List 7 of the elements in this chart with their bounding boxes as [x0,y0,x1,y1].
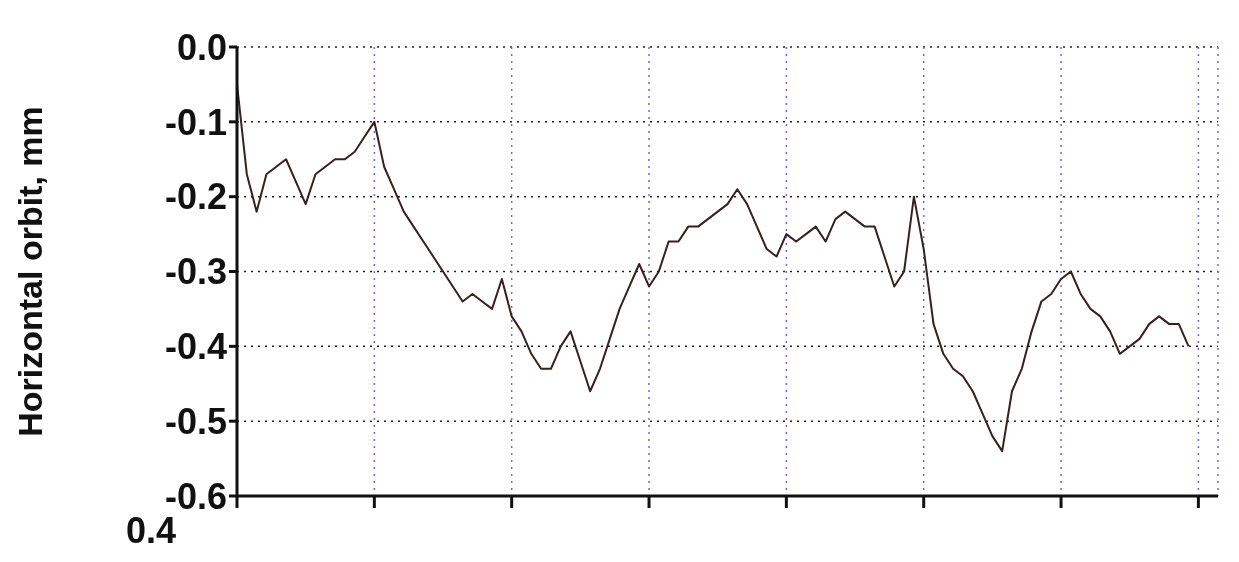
y-axis-title: Horizontal orbit, mm [11,106,50,437]
y-tick-label: 0.0 [176,26,227,68]
y-tick-label: -0.5 [164,400,227,442]
y-tick-label: -0.1 [164,101,227,143]
y-tick-label: -0.4 [164,326,227,368]
y-tick-label: -0.3 [164,251,227,293]
y-tick-label: -0.2 [164,176,227,218]
